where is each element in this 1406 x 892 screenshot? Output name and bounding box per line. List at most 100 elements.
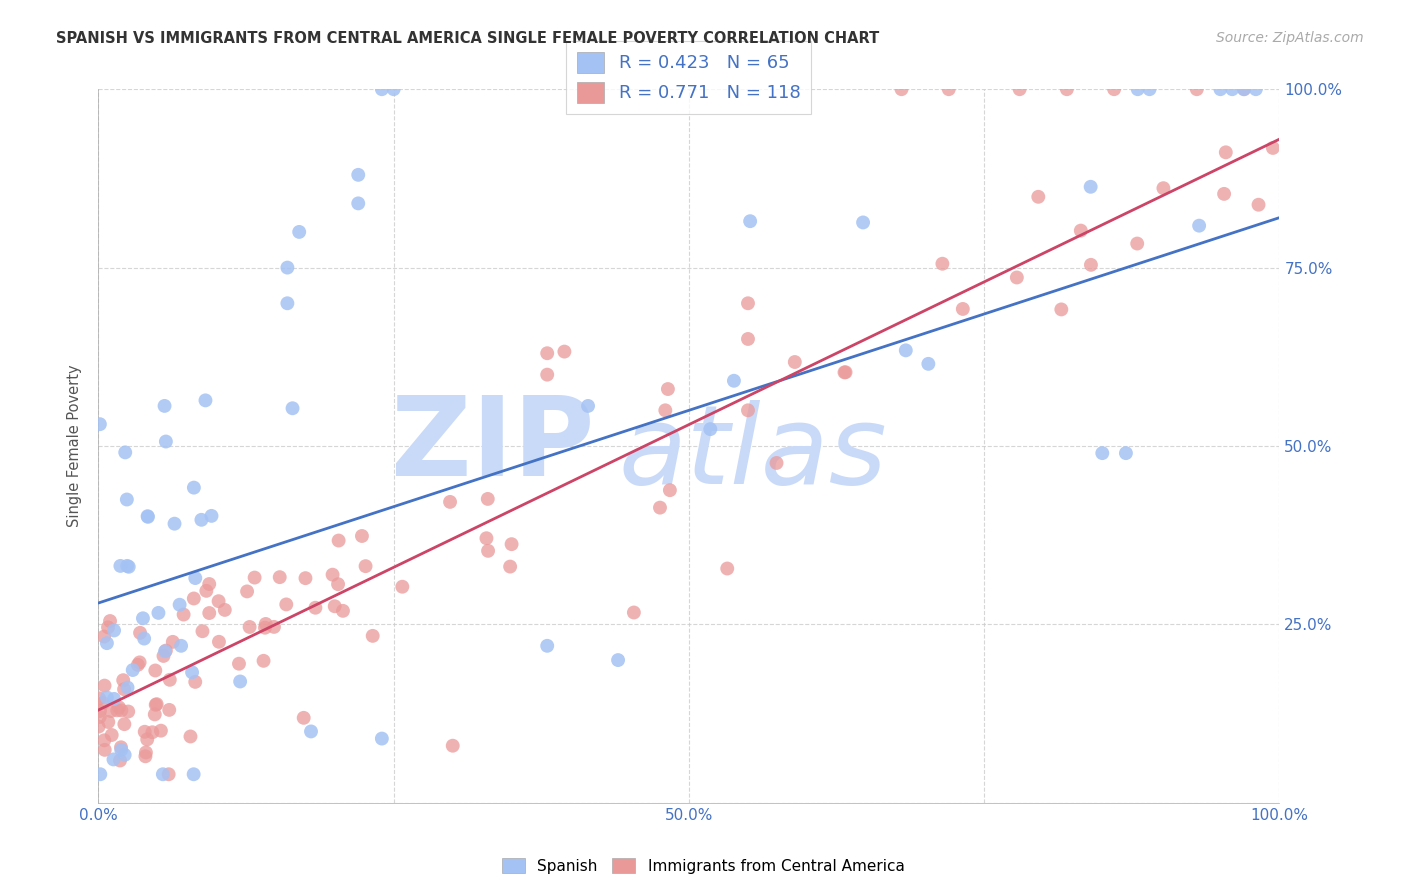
Text: atlas: atlas [619, 400, 887, 507]
Point [198, 606, 221, 620]
Point [135, 746, 157, 760]
Point [765, 456, 787, 470]
Point [1215, 145, 1237, 160]
Point [96, 636, 118, 650]
Point [952, 301, 974, 316]
Point [371, 731, 394, 746]
Point [152, 648, 174, 663]
Point [332, 604, 354, 618]
Point [737, 332, 759, 346]
Point [121, 663, 143, 677]
Point [195, 583, 218, 598]
Point [87, 720, 110, 734]
Point [553, 344, 575, 359]
Point [100, 704, 122, 718]
Point [475, 531, 498, 545]
Point [1220, 82, 1243, 96]
Point [96, 690, 118, 705]
Point [391, 580, 413, 594]
Point [93, 679, 115, 693]
Point [173, 607, 195, 622]
Point [194, 393, 217, 408]
Point [350, 529, 373, 543]
Point [658, 483, 681, 498]
Point [243, 571, 266, 585]
Point [184, 571, 207, 585]
Point [162, 635, 184, 649]
Point [294, 571, 316, 585]
Point [89, 710, 111, 724]
Point [114, 445, 136, 459]
Point [737, 296, 759, 310]
Point [576, 399, 599, 413]
Point [97, 620, 120, 634]
Point [93, 733, 115, 747]
Point [89, 417, 111, 432]
Point [127, 657, 149, 672]
Point [143, 664, 166, 678]
Point [1233, 82, 1256, 96]
Point [1261, 141, 1284, 155]
Point [169, 598, 191, 612]
Legend: Spanish, Immigrants from Central America: Spanish, Immigrants from Central America [495, 852, 911, 880]
Point [141, 725, 163, 739]
Point [236, 584, 259, 599]
Point [276, 296, 298, 310]
Point [252, 654, 274, 668]
Point [117, 705, 139, 719]
Point [159, 673, 181, 687]
Point [1008, 82, 1031, 96]
Point [152, 767, 174, 781]
Point [607, 653, 630, 667]
Point [157, 703, 180, 717]
Point [439, 495, 461, 509]
Point [1115, 446, 1137, 460]
Point [190, 513, 212, 527]
Point [136, 732, 159, 747]
Point [834, 365, 856, 379]
Point [354, 559, 377, 574]
Text: SPANISH VS IMMIGRANTS FROM CENTRAL AMERICA SINGLE FEMALE POVERTY CORRELATION CHA: SPANISH VS IMMIGRANTS FROM CENTRAL AMERI… [56, 31, 880, 46]
Point [657, 382, 679, 396]
Point [163, 516, 186, 531]
Point [1233, 82, 1256, 96]
Point [117, 681, 139, 695]
Point [304, 600, 326, 615]
Text: Source: ZipAtlas.com: Source: ZipAtlas.com [1216, 31, 1364, 45]
Point [292, 711, 315, 725]
Point [536, 368, 558, 382]
Point [191, 624, 214, 639]
Point [183, 767, 205, 781]
Point [93, 743, 115, 757]
Point [276, 260, 298, 275]
Point [143, 707, 166, 722]
Point [183, 591, 205, 606]
Point [1102, 82, 1125, 96]
Point [229, 674, 252, 689]
Point [322, 567, 344, 582]
Point [716, 561, 738, 575]
Point [347, 196, 370, 211]
Point [894, 343, 917, 358]
Point [91, 696, 114, 710]
Point [623, 606, 645, 620]
Point [648, 500, 671, 515]
Point [499, 559, 522, 574]
Point [1209, 82, 1232, 96]
Point [239, 620, 262, 634]
Point [254, 617, 277, 632]
Point [200, 508, 222, 523]
Point [108, 754, 131, 768]
Point [129, 625, 152, 640]
Point [112, 673, 135, 688]
Point [536, 346, 558, 360]
Point [155, 434, 177, 449]
Point [326, 577, 349, 591]
Point [654, 403, 676, 417]
Point [136, 509, 159, 524]
Point [263, 620, 285, 634]
Point [103, 692, 125, 706]
Point [207, 594, 229, 608]
Point [108, 700, 131, 714]
Point [98, 614, 121, 628]
